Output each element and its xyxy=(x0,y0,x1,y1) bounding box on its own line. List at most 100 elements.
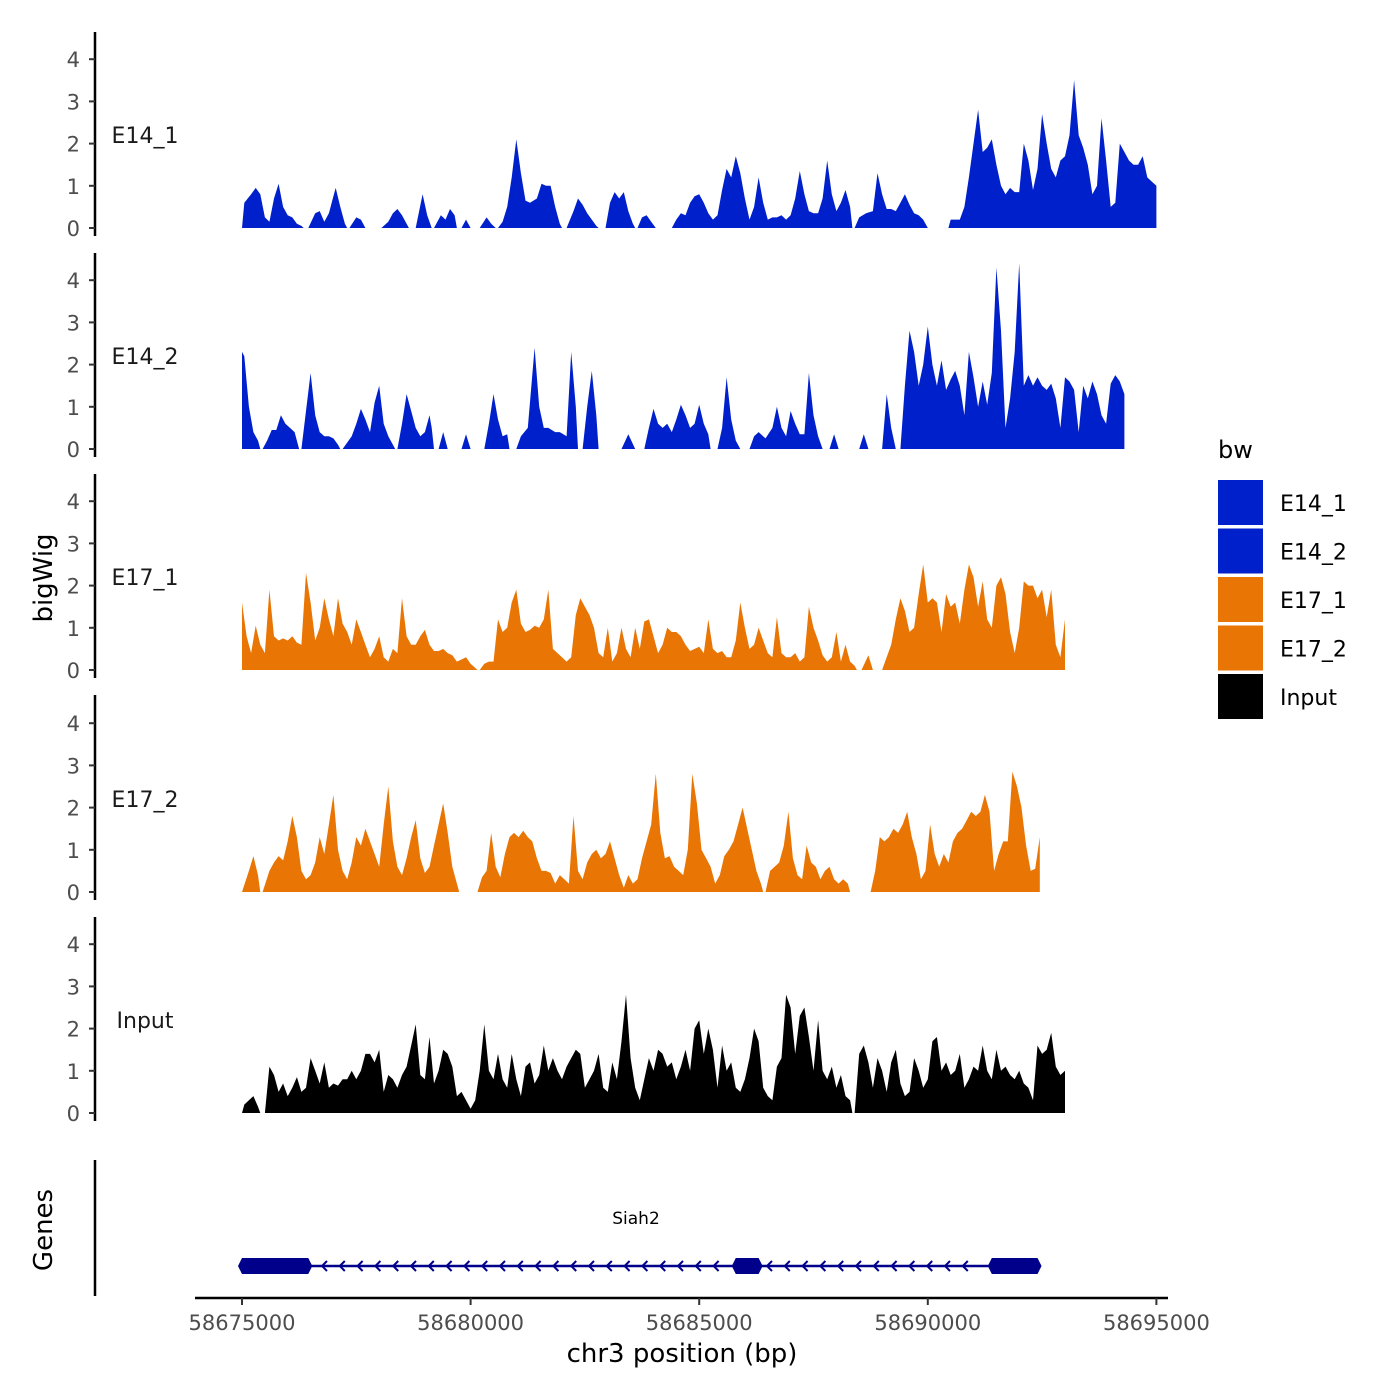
strand-arrow xyxy=(534,1260,542,1272)
x-tick-label: 58685000 xyxy=(646,1311,753,1335)
signal-area-E14_2 xyxy=(242,351,261,449)
signal-area-E14_2 xyxy=(397,394,434,449)
signal-area-E14_2 xyxy=(621,434,636,449)
track-label: Input xyxy=(117,1009,174,1034)
y-tick-label: 4 xyxy=(67,269,80,293)
strand-arrow xyxy=(961,1260,969,1272)
y-tick-label: 3 xyxy=(67,311,80,335)
genes-axis-title: Genes xyxy=(29,1189,59,1271)
legend-swatch-E17_1 xyxy=(1218,577,1263,622)
signal-area-E14_1 xyxy=(381,209,409,228)
signal-area-E14_2 xyxy=(516,347,578,449)
legend-swatch-E14_2 xyxy=(1218,528,1263,574)
signal-area-E14_2 xyxy=(484,394,510,449)
y-tick-label: 0 xyxy=(67,217,80,241)
signal-area-E14_1 xyxy=(854,173,928,228)
y-tick-label: 1 xyxy=(67,175,80,199)
track-label: E17_1 xyxy=(112,566,179,591)
x-axis: 58675000 58680000 58685000 58690000 58695000 xyxy=(189,1296,1210,1335)
legend-swatch-E14_1 xyxy=(1218,480,1263,525)
strand-arrow xyxy=(356,1260,364,1272)
signal-area-E14_2 xyxy=(342,385,396,449)
y-tick-label: 2 xyxy=(67,133,80,157)
x-tick-label: 58680000 xyxy=(417,1311,524,1335)
strand-arrow xyxy=(516,1260,524,1272)
signal-area-E14_1 xyxy=(434,209,457,228)
signal-area-E14_1 xyxy=(566,198,599,228)
strand-arrow xyxy=(836,1260,844,1272)
y-tick-label: 2 xyxy=(67,575,80,599)
y-tick-label: 0 xyxy=(67,659,80,683)
strand-arrow xyxy=(587,1260,595,1272)
strand-arrow xyxy=(480,1260,488,1272)
signal-area-E17_2 xyxy=(477,773,764,892)
strand-arrow xyxy=(445,1260,453,1272)
y-tick-label: 1 xyxy=(67,396,80,420)
y-tick-label: 0 xyxy=(67,881,80,905)
strand-arrow xyxy=(551,1260,560,1272)
signal-area-E14_1 xyxy=(637,215,656,228)
signal-area-E14_1 xyxy=(242,183,304,228)
y-tick-label: 2 xyxy=(67,797,80,821)
strand-arrow xyxy=(605,1260,613,1272)
strand-arrow xyxy=(569,1260,577,1272)
strand-arrow xyxy=(640,1260,649,1272)
strand-arrow xyxy=(676,1260,684,1272)
x-tick-label: 58675000 xyxy=(189,1311,296,1335)
legend-label: Input xyxy=(1280,686,1337,711)
y-tick-label: 2 xyxy=(67,1018,80,1042)
legend-label: E14_1 xyxy=(1280,492,1347,517)
strand-arrow xyxy=(818,1260,827,1272)
strand-arrow xyxy=(801,1260,809,1272)
signal-area-E14_2 xyxy=(438,432,448,449)
strand-arrow xyxy=(498,1260,506,1272)
signal-area-E17_2 xyxy=(242,856,261,892)
y-tick-label: 4 xyxy=(67,490,80,514)
gene-exon xyxy=(238,1258,313,1274)
strand-arrow xyxy=(694,1260,702,1272)
strand-arrow xyxy=(712,1260,720,1272)
signal-area-Input xyxy=(854,1032,1065,1113)
signal-area-E17_2 xyxy=(765,811,851,892)
strand-arrow xyxy=(373,1260,382,1272)
gene-name-label: Siah2 xyxy=(612,1209,660,1229)
genes-panel: Siah2 xyxy=(93,1160,1042,1296)
signal-area-E17_1 xyxy=(882,564,1065,670)
y-tick-label: 4 xyxy=(67,48,80,72)
signal-area-E17_1 xyxy=(242,572,478,670)
y-axis-title: bigWig xyxy=(29,533,59,622)
strand-arrow xyxy=(890,1260,898,1272)
signal-area-E14_1 xyxy=(349,217,366,228)
signal-area-E14_2 xyxy=(461,434,471,449)
legend-title: bw xyxy=(1218,436,1253,464)
x-axis-title: chr3 position (bp) xyxy=(567,1339,798,1369)
track-label: E14_2 xyxy=(112,345,179,370)
legend-label: E17_1 xyxy=(1280,589,1347,614)
track-E14_1: 0 1 2 3 4 E14_1 xyxy=(67,32,1157,241)
track-Input: 0 1 2 3 4 Input xyxy=(67,917,1065,1126)
signal-area-E14_1 xyxy=(605,192,636,228)
legend-label: E14_2 xyxy=(1280,541,1347,566)
track-E17_2: 0 1 2 3 4 E17_2 xyxy=(67,695,1040,905)
x-tick-label: 58695000 xyxy=(1103,1311,1210,1335)
y-tick-label: 3 xyxy=(67,975,80,999)
y-tick-label: 2 xyxy=(67,354,80,378)
x-tick-label: 58690000 xyxy=(874,1311,981,1335)
signal-area-E14_1 xyxy=(948,80,1157,228)
signal-area-E14_2 xyxy=(900,263,1125,449)
track-panels: 0 1 2 3 4 E14_1 0 1 2 3 4 E14_2 0 1 2 3 4 E17_1 0 1 2 3 4 E17_2… xyxy=(67,32,1157,1126)
strand-arrow xyxy=(462,1260,471,1272)
signal-area-E14_1 xyxy=(461,219,471,228)
y-tick-label: 3 xyxy=(67,754,80,778)
strand-arrow xyxy=(943,1260,951,1272)
strand-arrow xyxy=(872,1260,880,1272)
strand-arrow xyxy=(338,1260,346,1272)
strand-arrow xyxy=(427,1260,435,1272)
signal-area-E14_2 xyxy=(717,377,741,449)
y-tick-label: 4 xyxy=(67,712,80,736)
signal-area-E14_2 xyxy=(829,434,839,449)
strand-arrow xyxy=(907,1260,916,1272)
signal-area-E14_1 xyxy=(498,139,562,228)
y-tick-label: 3 xyxy=(67,90,80,114)
strand-arrow xyxy=(409,1260,417,1272)
